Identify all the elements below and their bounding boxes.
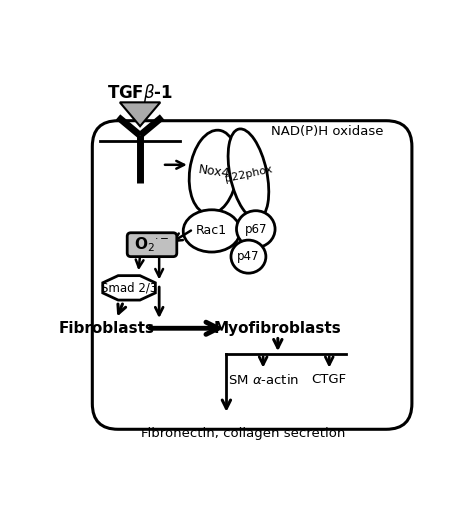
Text: p67: p67 [245, 223, 267, 235]
Text: Smad 2/3: Smad 2/3 [101, 281, 157, 294]
Text: Fibroblasts: Fibroblasts [59, 321, 155, 336]
Ellipse shape [231, 240, 266, 273]
Text: TGF$\beta$-1: TGF$\beta$-1 [107, 82, 173, 104]
Text: p22phox: p22phox [224, 164, 273, 184]
Ellipse shape [189, 130, 238, 214]
Ellipse shape [183, 210, 240, 252]
Text: SM $\alpha$-actin: SM $\alpha$-actin [228, 373, 299, 387]
Text: Fibronectin, collagen secretion: Fibronectin, collagen secretion [141, 427, 345, 440]
Ellipse shape [228, 129, 269, 219]
Polygon shape [120, 102, 160, 126]
Text: Nox4: Nox4 [197, 163, 230, 181]
FancyBboxPatch shape [127, 233, 177, 257]
Text: O$_2$$^{·-}$: O$_2$$^{·-}$ [134, 235, 170, 254]
Text: Myofibroblasts: Myofibroblasts [214, 321, 342, 336]
Text: NAD(P)H oxidase: NAD(P)H oxidase [271, 125, 383, 138]
Text: Rac1: Rac1 [196, 224, 227, 237]
Text: CTGF: CTGF [312, 373, 347, 386]
Text: p47: p47 [237, 250, 260, 263]
Polygon shape [103, 276, 155, 300]
FancyBboxPatch shape [92, 121, 412, 429]
Ellipse shape [237, 211, 275, 248]
